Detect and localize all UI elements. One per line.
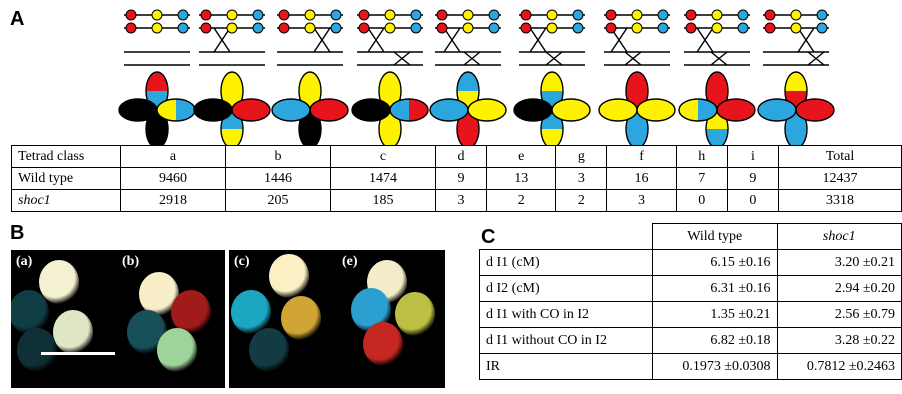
row-label: Wild type: [11, 167, 121, 190]
spore: [157, 328, 197, 372]
interference-table: Wild type shoc1 d I1 (cM) 6.15 ±0.16 3.20 ±0…: [479, 223, 902, 380]
table-cell: 3.28 ±0.22: [776, 327, 902, 354]
table-cell: 1.35 ±0.21: [652, 301, 778, 328]
column-header: shoc1: [776, 223, 902, 250]
table-cell: 13: [486, 167, 557, 190]
table-header-row: Tetrad class a b c d e g f h i Total: [11, 145, 902, 168]
tetrad-photo: (b): [117, 250, 225, 388]
table-cell: 6.15 ±0.16: [652, 249, 778, 276]
table-cell: 0: [726, 189, 780, 212]
tetrad-diagram-c: [271, 9, 349, 145]
column-header-d: d: [434, 145, 488, 168]
spore: [281, 296, 321, 340]
table-cell: 9460: [120, 167, 226, 190]
spore: [171, 290, 211, 334]
photo-label: (e): [342, 254, 358, 269]
spore: [17, 328, 57, 372]
table-cell: 16: [606, 167, 677, 190]
spore: [395, 292, 435, 336]
table-cell: 2.94 ±0.20: [776, 275, 902, 302]
table-cell: 2.56 ±0.79: [776, 301, 902, 328]
tetrad-diagram-a: [118, 9, 196, 145]
table-header-row: Wild type shoc1: [479, 223, 902, 250]
table-cell: 205: [224, 189, 331, 212]
row-label: d I1 with CO in I2: [479, 301, 653, 328]
tetrad-photo: (c): [229, 250, 337, 388]
table-cell: 7: [675, 167, 728, 190]
row-header-cell: Tetrad class: [11, 145, 121, 168]
photo-label: (c): [234, 254, 250, 269]
column-header-total: Total: [778, 145, 902, 168]
photo-label: (b): [122, 254, 140, 269]
tetrad-diagram-h: [678, 9, 756, 145]
table-row: d I1 (cM) 6.15 ±0.16 3.20 ±0.21: [479, 249, 902, 276]
table-cell: 2: [555, 189, 608, 212]
table-cell: 3: [434, 189, 488, 212]
table-cell: 6.31 ±0.16: [652, 275, 778, 302]
spore: [11, 290, 49, 334]
scale-bar: [41, 352, 115, 355]
row-label: d I2 (cM): [479, 275, 653, 302]
photo-label: (a): [16, 254, 33, 269]
table-cell: 2918: [120, 189, 226, 212]
column-header-i: i: [726, 145, 780, 168]
empty-corner-cell: [479, 223, 653, 250]
spore: [39, 260, 79, 304]
tetrad-diagram-g: [513, 9, 591, 145]
panel-label-b: B: [10, 222, 25, 244]
column-header-f: f: [606, 145, 677, 168]
tetrad-diagrams: [118, 9, 835, 145]
row-label: d I1 without CO in I2: [479, 327, 653, 354]
tetrad-photo: (a): [11, 250, 119, 388]
table-cell: 6.82 ±0.18: [652, 327, 778, 354]
tetrad-diagram-f: [598, 9, 676, 145]
table-cell: 3: [555, 167, 608, 190]
tetrad-diagram-e: [429, 9, 507, 145]
table-cell: 3: [606, 189, 677, 212]
table-cell: 185: [329, 189, 436, 212]
table-cell: 2: [486, 189, 557, 212]
table-cell: 0.7812 ±0.2463: [776, 353, 902, 380]
table-cell: 1474: [329, 167, 436, 190]
column-header-g: g: [555, 145, 608, 168]
spore: [269, 254, 309, 298]
spore: [53, 310, 93, 354]
table-cell: 1446: [224, 167, 331, 190]
tetrad-diagram-b: [193, 9, 271, 145]
panel-label-a: A: [10, 8, 25, 30]
table-cell: 9: [434, 167, 488, 190]
row-label: IR: [479, 353, 653, 380]
table-row: IR 0.1973 ±0.0308 0.7812 ±0.2463: [479, 353, 902, 380]
table-row: d I1 without CO in I2 6.82 ±0.18 3.28 ±0.2…: [479, 327, 902, 354]
table-cell: 9: [726, 167, 780, 190]
spore: [249, 328, 289, 372]
table-cell: 12437: [778, 167, 902, 190]
table-cell: 3.20 ±0.21: [776, 249, 902, 276]
column-header-e: e: [486, 145, 557, 168]
column-header-a: a: [120, 145, 226, 168]
table-row-wild-type: Wild type 9460 1446 1474 9 13 3 16 7 9 12437: [11, 167, 902, 190]
column-header-h: h: [675, 145, 728, 168]
table-cell: 0.1973 ±0.0308: [652, 353, 778, 380]
spore: [363, 322, 403, 366]
table-row-shoc1: shoc1 2918 205 185 3 2 2 3 0 0 3318: [11, 189, 902, 212]
tetrad-diagram-i: [757, 9, 835, 145]
table-row: d I1 with CO in I2 1.35 ±0.21 2.56 ±0.79: [479, 301, 902, 328]
tetrad-class-table: Tetrad class a b c d e g f h i Total Wild type 9460…: [11, 145, 902, 212]
row-label: shoc1: [11, 189, 121, 212]
table-cell: 3318: [778, 189, 902, 212]
column-header-b: b: [224, 145, 331, 168]
tetrad-photo: (e): [337, 250, 445, 388]
table-cell: 0: [675, 189, 728, 212]
tetrad-diagram-d: [351, 9, 429, 145]
column-header: Wild type: [652, 223, 778, 250]
column-header-c: c: [329, 145, 436, 168]
row-label: d I1 (cM): [479, 249, 653, 276]
table-row: d I2 (cM) 6.31 ±0.16 2.94 ±0.20: [479, 275, 902, 302]
spore: [231, 290, 271, 334]
